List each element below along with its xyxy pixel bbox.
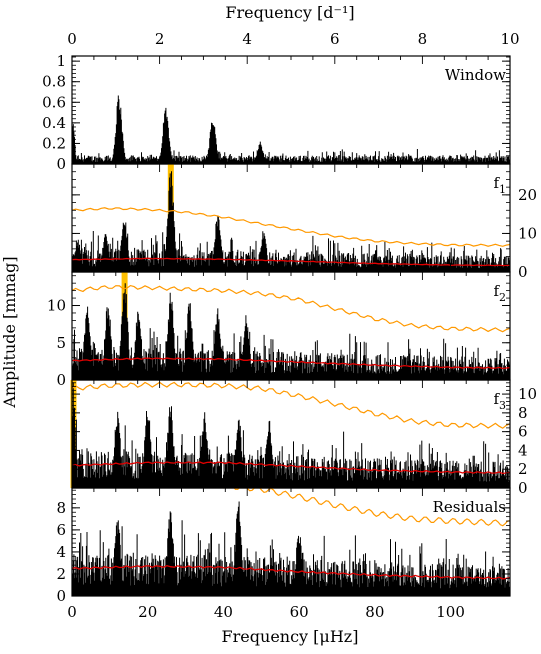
ytick-label-panel-3: 0: [56, 371, 66, 389]
bottom-xtick-label: 40: [214, 603, 233, 621]
top-xtick-label: 2: [155, 30, 165, 48]
noise-curve-panel-3: [72, 357, 510, 370]
bottom-xtick-label: 60: [290, 603, 309, 621]
bottom-axis-title: Frequency [μHz]: [222, 627, 359, 646]
noise-curve-panel-4: [72, 461, 510, 475]
top-xtick-label: 10: [500, 30, 519, 48]
threshold-curve-panel-2: [72, 207, 510, 247]
ytick-label-panel-4: 10: [518, 385, 537, 403]
ytick-label-panel-1: 0.4: [42, 114, 66, 132]
panel-label-2: f1: [493, 174, 506, 196]
top-xtick-label: 6: [330, 30, 340, 48]
ytick-label-panel-5: 0: [56, 587, 66, 605]
ytick-label-panel-5: 4: [56, 543, 66, 561]
bottom-xtick-label: 100: [436, 603, 465, 621]
top-xtick-label: 4: [242, 30, 252, 48]
bottom-xtick-label: 80: [365, 603, 384, 621]
top-xtick-label: 0: [67, 30, 77, 48]
panel-frame-2: [71, 163, 511, 273]
noise-curve-panel-2: [72, 257, 510, 267]
ytick-label-panel-3: 5: [56, 334, 66, 352]
ytick-label-panel-4: 0: [518, 479, 528, 497]
ytick-label-panel-1: 0.8: [42, 73, 66, 91]
threshold-curve-panel-3: [72, 284, 510, 333]
amplitude-spectrum-panel-2: [72, 171, 510, 272]
ytick-label-panel-3: 10: [47, 297, 66, 315]
amplitude-spectrum-panel-1: [72, 95, 510, 164]
panels-group: 00.20.40.60.81Window01020f10510f20246810…: [42, 30, 537, 621]
top-xtick-label: 8: [418, 30, 428, 48]
ytick-label-panel-1: 0: [56, 155, 66, 173]
top-axis-title: Frequency [d⁻¹]: [225, 3, 354, 22]
threshold-curve-panel-4: [72, 381, 510, 429]
ytick-label-panel-2: 10: [518, 224, 537, 242]
ytick-label-panel-5: 2: [56, 565, 66, 583]
panel-label-4: f3: [493, 390, 506, 412]
y-axis-title: Amplitude [mmag]: [0, 256, 19, 408]
ytick-label-panel-2: 20: [518, 186, 537, 204]
amplitude-spectrum-panel-3: [72, 283, 510, 380]
ytick-label-panel-1: 1: [56, 52, 66, 70]
ytick-label-panel-4: 4: [518, 441, 528, 459]
ytick-label-panel-1: 0.2: [42, 134, 66, 152]
panel-label-3: f2: [493, 282, 506, 304]
ytick-label-panel-5: 6: [56, 521, 66, 539]
ytick-label-panel-2: 0: [518, 263, 528, 281]
panel-label-5: Residuals: [433, 498, 506, 516]
ytick-label-panel-4: 8: [518, 404, 528, 422]
bottom-xtick-label: 0: [67, 603, 77, 621]
ytick-label-panel-5: 8: [56, 499, 66, 517]
panel-label-1: Window: [445, 66, 506, 84]
ytick-label-panel-1: 0.6: [42, 93, 66, 111]
amplitude-spectrum-panel-5: [72, 501, 510, 596]
ytick-label-panel-4: 6: [518, 423, 528, 441]
ytick-label-panel-4: 2: [518, 460, 528, 478]
bottom-xtick-label: 20: [138, 603, 157, 621]
amplitude-spectrum-panel-4: [72, 382, 510, 488]
noise-curve-panel-5: [72, 565, 510, 580]
